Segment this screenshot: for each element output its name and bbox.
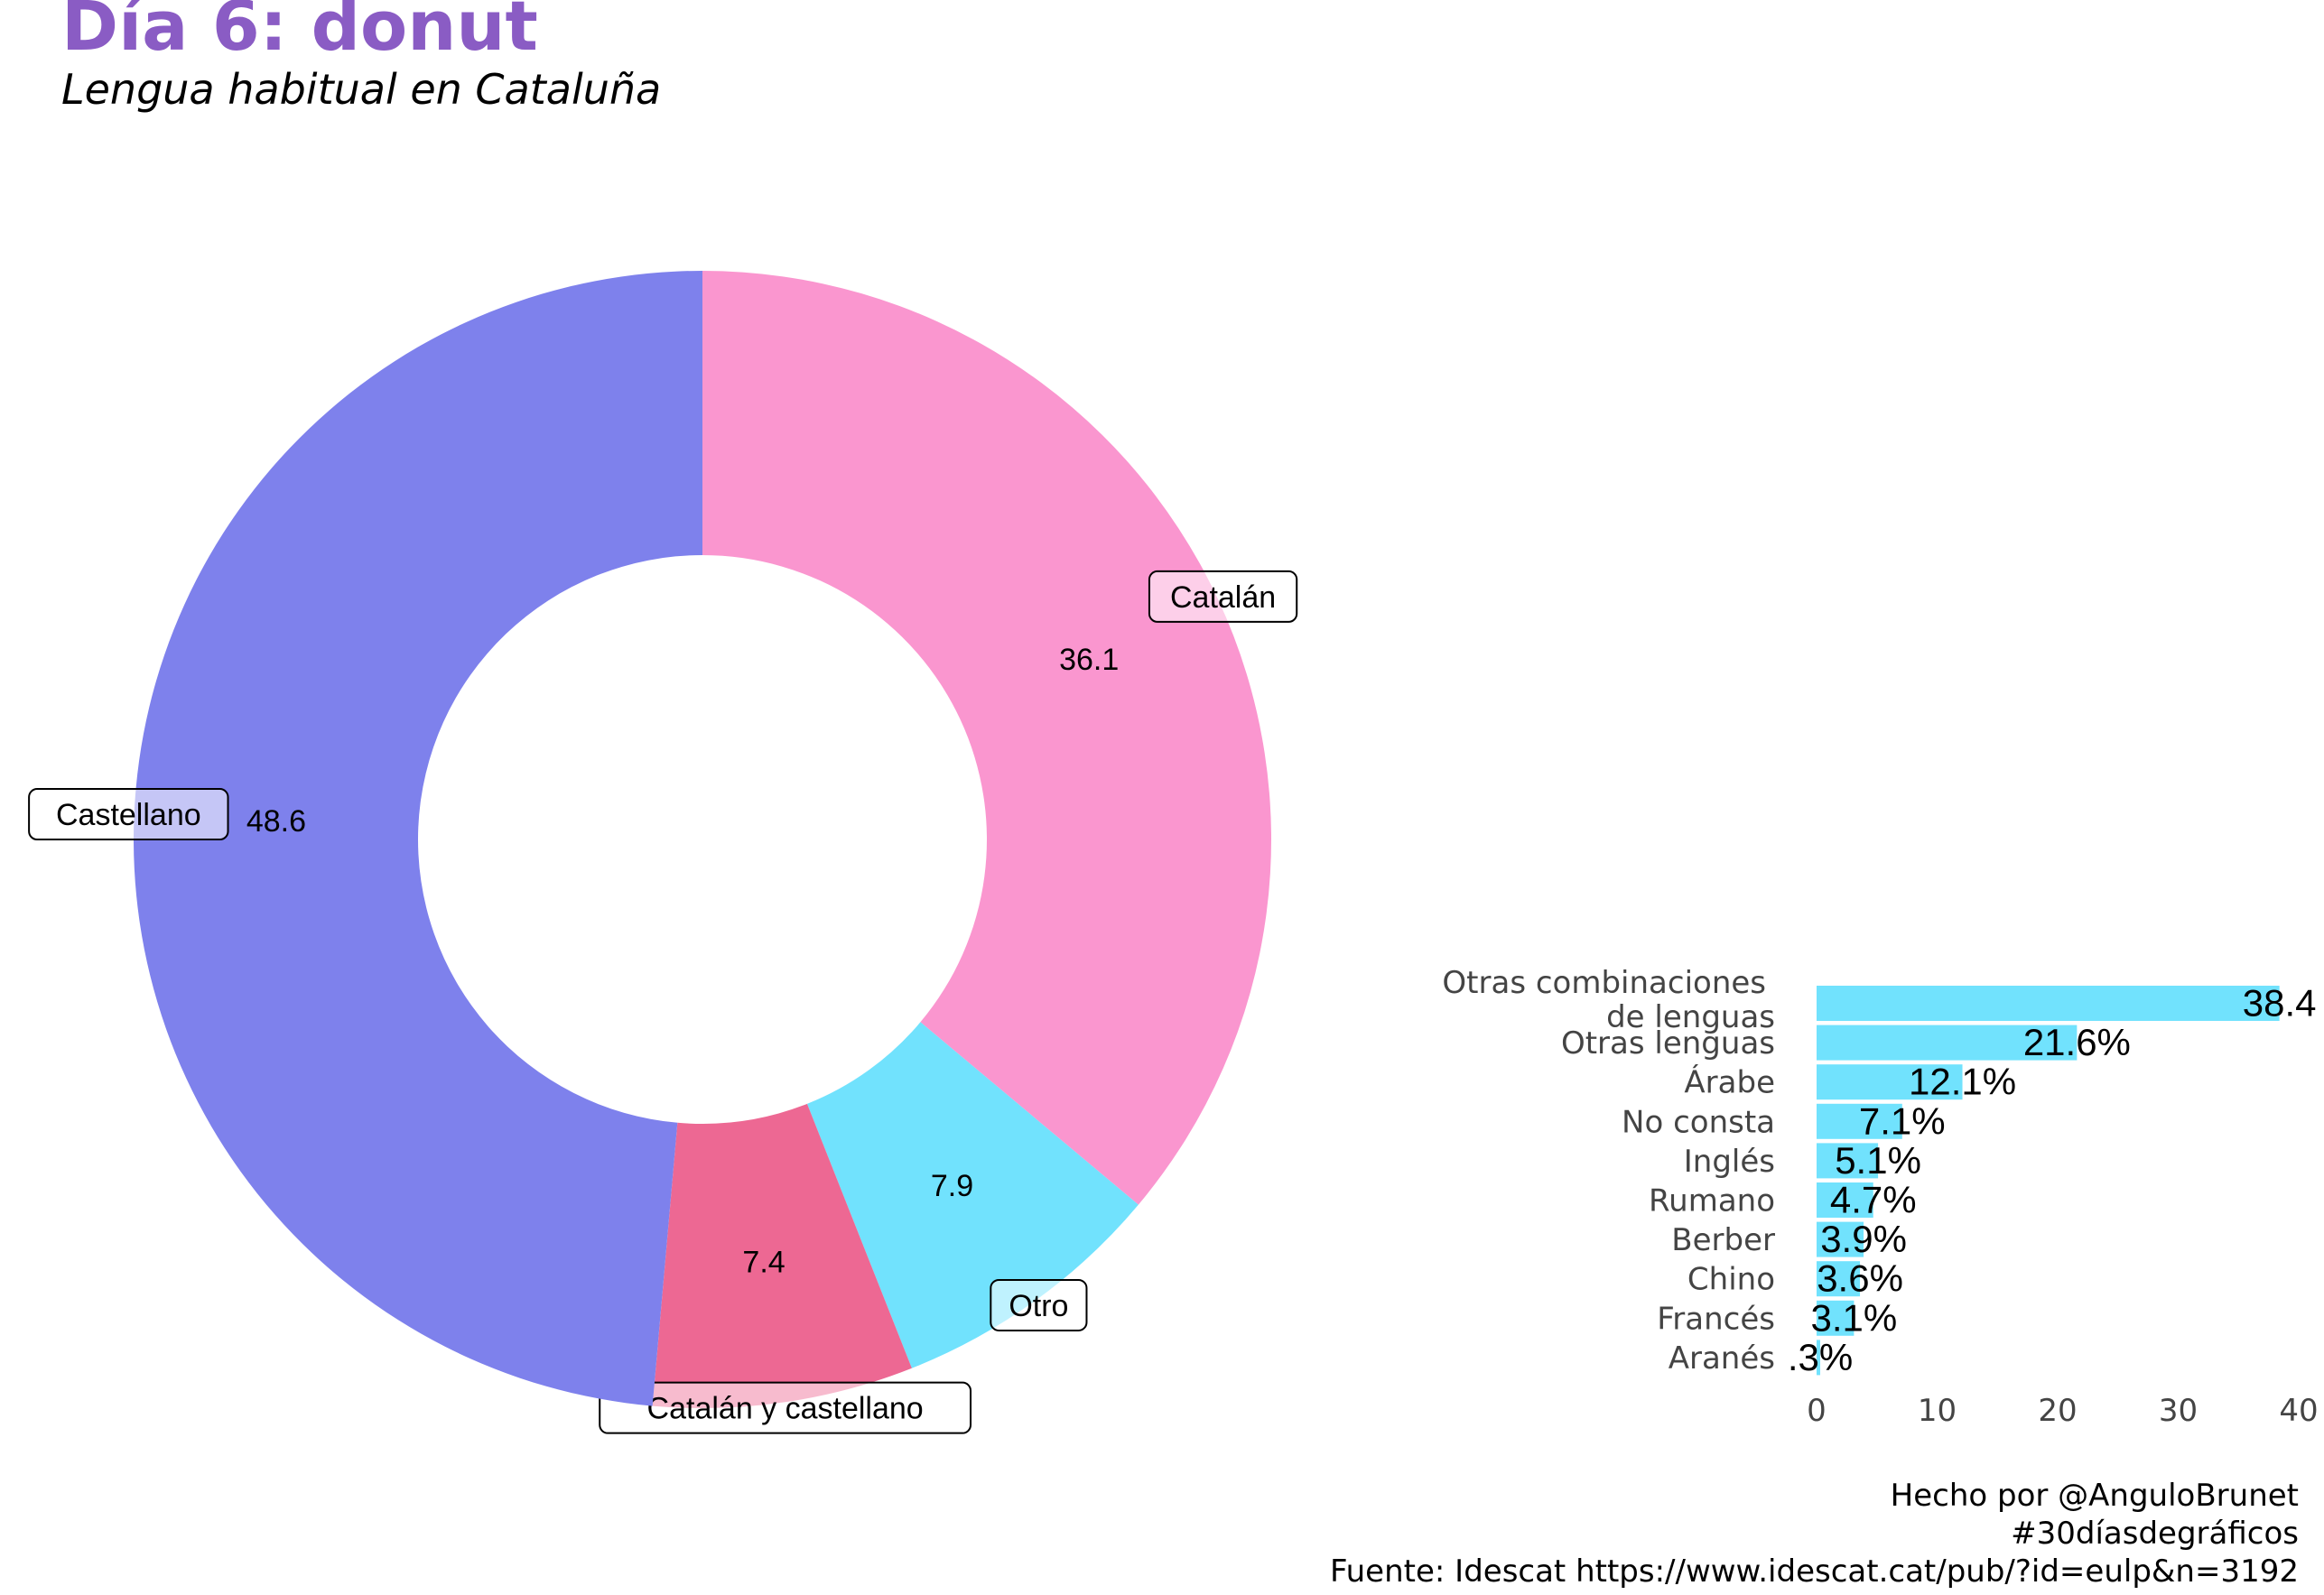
- donut-chart: 36.1 Catalán 7.9 Otro 7.4 Catalán y castellan…: [28, 270, 1298, 1434]
- bar-category-label: Otras combinaciones de lenguas: [1442, 965, 1775, 1035]
- bar-value-label: 3.9%: [1820, 1218, 1907, 1260]
- slice-label-catalan: Catalán: [1148, 570, 1298, 623]
- slice-label-otro: Otro: [990, 1278, 1088, 1331]
- bar-value-label: 21.6%: [2023, 1021, 2131, 1063]
- caption-hashtag: #30díasdegráficos: [2011, 1516, 2299, 1552]
- slice-value-catalan-y-castellano: 7.4: [742, 1246, 785, 1280]
- slice-label-catalan-y-castellano: Catalán y castellano: [599, 1381, 972, 1434]
- slice-label-box: [990, 1278, 1088, 1331]
- slice-value-catalan: 36.1: [1059, 643, 1119, 677]
- donut-slice-catalan-y-castellano: [652, 1103, 912, 1409]
- caption-author: Hecho por @AnguloBrunet: [1891, 1478, 2299, 1514]
- bar-value-label: .3%: [1788, 1336, 1853, 1378]
- bar-value-label: 3.1%: [1811, 1296, 1898, 1339]
- bar-category-label: Chino: [1687, 1262, 1775, 1298]
- slice-label-text: Otro: [1009, 1289, 1068, 1323]
- bar-category-label: Rumano: [1649, 1183, 1775, 1219]
- bar-value-label: 5.1%: [1835, 1139, 1921, 1182]
- bar-berber: [1817, 1221, 1864, 1257]
- bar-category-label: Otras lenguas: [1561, 1025, 1775, 1062]
- x-tick-label: 40: [2279, 1393, 2318, 1429]
- slice-label-box: [1148, 570, 1298, 623]
- slice-label-box: [28, 788, 229, 841]
- slice-label-text: Catalán y castellano: [647, 1392, 924, 1426]
- chart-subtitle: Lengua habitual en Cataluña: [61, 65, 661, 114]
- bar-chart: Otras combinaciones de lenguas 38.4 Otras l…: [1442, 965, 2318, 1429]
- bar-chino: [1817, 1261, 1861, 1297]
- bar-no-consta: [1817, 1103, 1902, 1139]
- chart-title: Día 6: donut: [61, 0, 538, 66]
- bar-arabe: [1817, 1064, 1963, 1100]
- x-tick-label: 20: [2038, 1393, 2077, 1429]
- bar-value-label: 12.1%: [1909, 1061, 2016, 1103]
- slice-label-text: Castellano: [56, 798, 201, 832]
- bar-frances: [1817, 1300, 1855, 1336]
- slice-value-castellano: 48.6: [246, 804, 306, 839]
- slice-label-box: [599, 1381, 972, 1434]
- slice-label-castellano: Castellano: [28, 788, 229, 841]
- bar-category-label: Inglés: [1684, 1144, 1775, 1180]
- bar-category-label: Francés: [1657, 1301, 1775, 1337]
- x-tick-label: 10: [1918, 1393, 1957, 1429]
- bar-value-label: 7.1%: [1859, 1099, 1946, 1142]
- bar-rumano: [1817, 1182, 1873, 1218]
- bar-value-label: 3.6%: [1817, 1257, 1903, 1300]
- donut-slice-catalan: [702, 271, 1272, 1205]
- slice-value-otro: 7.9: [931, 1169, 973, 1203]
- bar-otras-combinaciones-de-lenguas: [1817, 986, 2280, 1021]
- bar-otras-lenguas: [1817, 1025, 2078, 1061]
- slice-label-text: Catalán: [1170, 580, 1276, 615]
- donut-slice-castellano: [133, 270, 702, 1406]
- x-tick-label: 0: [1807, 1393, 1827, 1429]
- bar-category-label: No consta: [1622, 1104, 1775, 1140]
- caption-source: Fuente: Idescat https://www.idescat.cat/…: [1330, 1553, 2299, 1590]
- bar-ingles: [1817, 1143, 1879, 1179]
- bar-value-label: 38.4: [2243, 982, 2317, 1025]
- bar-category-label: Aranés: [1669, 1340, 1775, 1377]
- bar-category-label: Árabe: [1684, 1064, 1775, 1101]
- bar-aranes: [1817, 1340, 1821, 1376]
- x-tick-label: 30: [2159, 1393, 2198, 1429]
- bar-value-label: 4.7%: [1830, 1179, 1917, 1221]
- bar-category-label: Berber: [1671, 1222, 1775, 1258]
